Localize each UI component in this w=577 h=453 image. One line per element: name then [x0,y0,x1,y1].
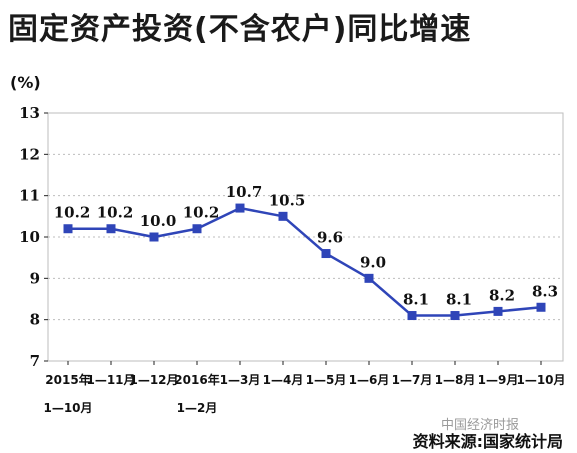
data-point [321,249,331,259]
x-tick-label: 1—10月 [516,373,565,387]
x-tick-label: 1—9月 [478,373,519,387]
data-label: 10.5 [269,191,306,209]
data-point [149,232,159,242]
y-axis-unit: (%) [10,73,41,92]
data-label: 9.6 [317,229,343,247]
x-tick-label: 1—2月 [177,401,218,415]
series-line [68,206,542,317]
data-point [106,224,116,234]
y-tick-label: 11 [19,187,40,205]
data-point [364,273,374,283]
data-point [235,203,245,213]
y-tick-label: 9 [30,269,40,287]
x-tick-label: 2016年 [174,372,219,387]
y-tick-label: 8 [30,311,40,329]
source-note: 资料来源:国家统计局 [412,432,563,451]
watermark: 中国经济时报 [440,418,519,433]
data-label: 10.2 [97,204,134,222]
data-label: 10.0 [140,212,177,230]
x-tick-label: 1—10月 [43,401,92,415]
data-point [493,306,503,316]
data-point [450,311,460,321]
data-point [278,211,288,221]
x-tick-label: 2015年 [45,372,90,387]
x-tick-label: 1—5月 [306,373,347,387]
data-label: 9.0 [360,253,386,271]
data-point [63,224,73,234]
y-tick-label: 13 [19,104,40,122]
data-label: 10.2 [183,204,220,222]
x-tick-label: 1—12月 [129,373,178,387]
y-tick-label: 7 [30,352,40,370]
x-tick-label: 1—3月 [220,373,261,387]
x-tick-label: 1—11月 [86,373,135,387]
data-point [407,311,417,321]
x-tick-label: 1—8月 [435,373,476,387]
data-label: 8.1 [403,291,429,309]
series-layer [63,203,546,321]
x-tick-label: 1—6月 [349,373,390,387]
x-tick-label: 1—7月 [392,373,433,387]
y-tick-label: 12 [19,145,40,163]
chart-title: 固定资产投资(不含农户)同比增速 [8,12,472,47]
data-label: 8.2 [489,286,515,304]
data-point [536,302,546,312]
data-point [192,224,202,234]
y-tick-label: 10 [19,228,40,246]
x-tick-label: 1—4月 [263,373,304,387]
data-label: 10.7 [226,183,263,201]
data-label: 8.1 [446,291,472,309]
data-label: 10.2 [54,204,91,222]
label-layer: 10.2 10.2 10.0 10.2 10.7 10.5 9.6 9.0 8.1 8.1 8.2 8… [54,183,558,308]
data-label: 8.3 [532,282,558,300]
